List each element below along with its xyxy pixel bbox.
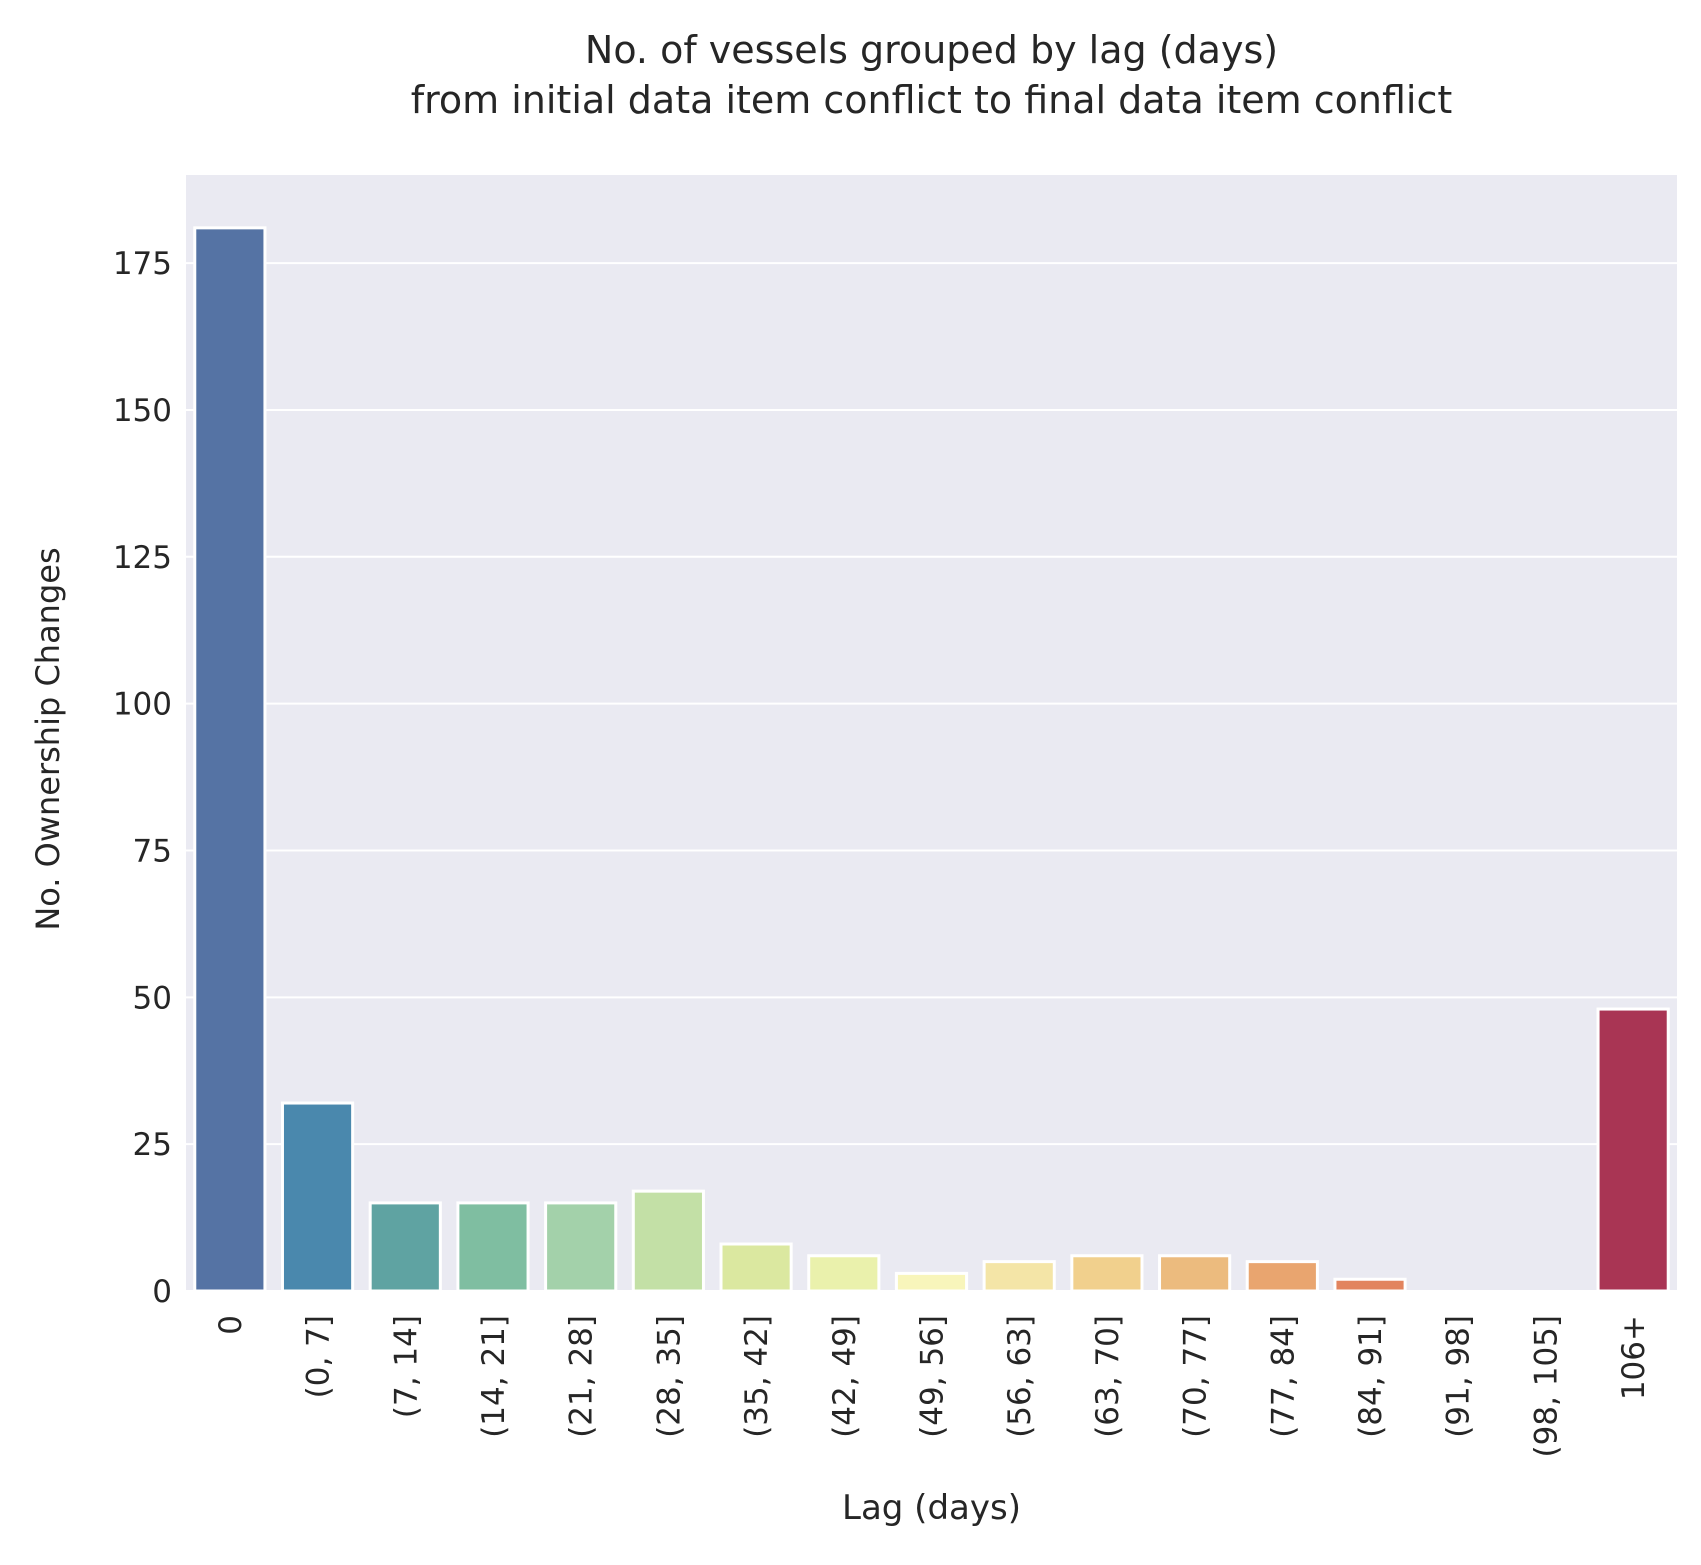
bar-12 (1245, 1260, 1319, 1293)
bar-5 (631, 1189, 705, 1293)
x-tick-label: (42, 49] (827, 1315, 863, 1438)
x-tick-label: (35, 42] (739, 1315, 775, 1438)
y-tick-label: 25 (133, 1127, 172, 1163)
y-tick-label: 0 (152, 1274, 172, 1310)
x-tick-label: (98, 105] (1528, 1315, 1564, 1458)
y-tick-label: 100 (113, 687, 172, 723)
bar-4 (544, 1201, 618, 1293)
x-tick-label: (63, 70] (1090, 1315, 1126, 1438)
y-tick-label: 175 (113, 246, 172, 282)
x-tick-label: (0, 7] (301, 1315, 337, 1398)
x-tick-label: (49, 56] (915, 1315, 951, 1438)
x-tick-label: (84, 91] (1353, 1315, 1389, 1438)
bar-7 (807, 1254, 881, 1293)
chart-title-line-2: from initial data item conflict to final… (410, 78, 1453, 122)
bar-13 (1333, 1277, 1407, 1293)
x-tick-label: 106+ (1616, 1315, 1652, 1400)
chart-title-line-1: No. of vessels grouped by lag (days) (584, 28, 1279, 72)
bars (193, 226, 1670, 1293)
y-tick-label: 125 (113, 540, 172, 576)
bar-6 (719, 1242, 793, 1293)
plot-background (186, 175, 1677, 1291)
bar-10 (1070, 1254, 1144, 1293)
bar-2 (368, 1201, 442, 1293)
x-tick-label: (21, 28] (564, 1315, 600, 1438)
x-tick-label: (91, 98] (1441, 1315, 1477, 1438)
bar-3 (456, 1201, 530, 1293)
y-tick-label: 150 (113, 393, 172, 429)
x-axis-label: Lag (days) (842, 1488, 1021, 1528)
y-tick-label: 50 (133, 980, 172, 1016)
x-tick-labels: 0 (0, 7] (7, 14] (14, 21] (21, 28] (28, 35] (3… (213, 1315, 1652, 1458)
bar-9 (982, 1260, 1056, 1293)
x-tick-label: (7, 14] (388, 1315, 424, 1418)
bar-1 (280, 1101, 355, 1293)
x-tick-label: (77, 84] (1265, 1315, 1301, 1438)
x-tick-label: (70, 77] (1178, 1315, 1214, 1438)
x-tick-label: 0 (213, 1315, 249, 1335)
x-tick-label: (14, 21] (476, 1315, 512, 1438)
grid-lines (186, 262, 1677, 1292)
bar-16 (1596, 1007, 1670, 1293)
bar-0 (193, 226, 267, 1293)
x-tick-label: (56, 63] (1002, 1315, 1038, 1438)
bar-8 (894, 1271, 969, 1293)
y-axis-label: No. Ownership Changes (29, 547, 67, 931)
y-tick-label: 75 (133, 833, 172, 869)
x-tick-label: (28, 35] (651, 1315, 687, 1438)
bar-11 (1158, 1254, 1232, 1293)
y-tick-labels: 0 25 50 75 100 125 150 175 (113, 246, 172, 1310)
